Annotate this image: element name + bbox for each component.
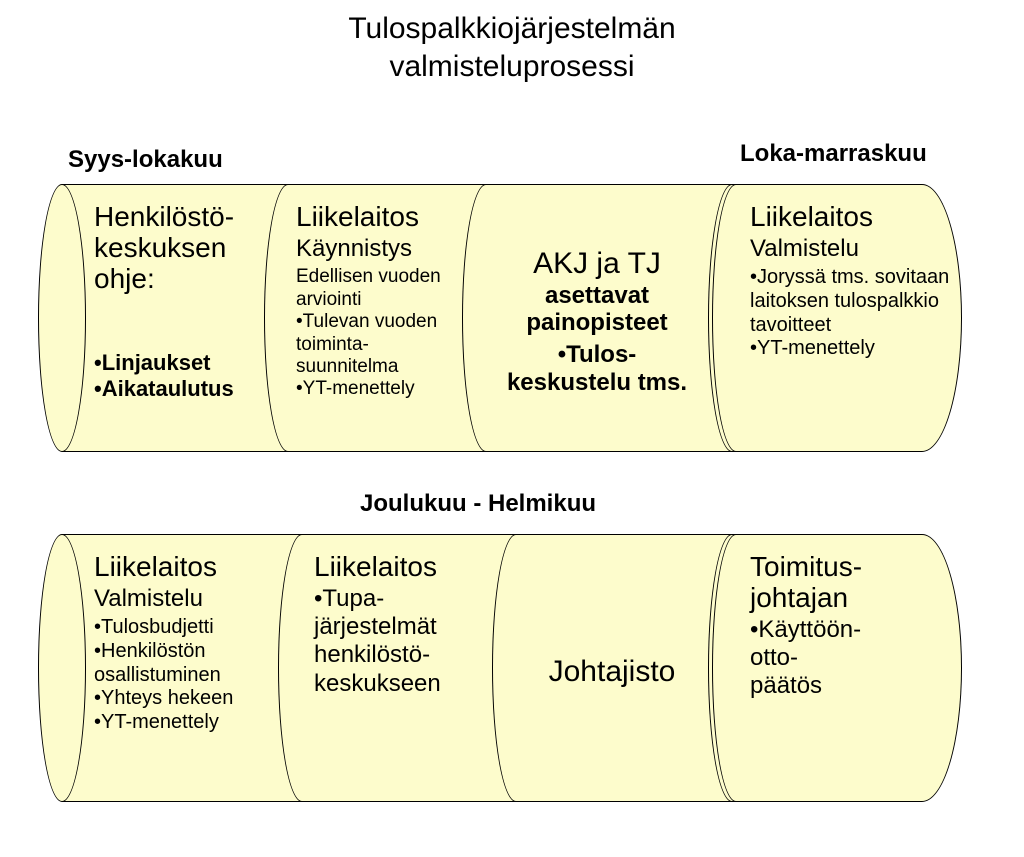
cell-body: •Tulos-keskustelu tms. (482, 341, 712, 398)
cell-body: •Tulosbudjetti•Henkilöstön osallistumine… (94, 616, 286, 734)
cell-subheading: Valmistelu (750, 235, 952, 263)
cell-heading: Liikelaitos (94, 552, 286, 583)
row1-cell-3: AKJ ja TJ asettavat painopisteet •Tulos-… (472, 184, 722, 452)
row1-cell-2: Liikelaitos Käynnistys Edellisen vuoden … (274, 184, 474, 452)
title-line-2: valmisteluprosessi (389, 50, 634, 83)
process-row-1: Henkilöstö-keskuksen ohje: •Linjaukset•A… (62, 184, 962, 452)
row2-cell-3: Johtajisto (502, 534, 722, 802)
row1-cell-4: Liikelaitos Valmistelu •Joryssä tms. sov… (728, 184, 958, 452)
period-label-3: Joulukuu - Helmikuu (360, 490, 596, 518)
row2-cell-4: Toimitus-johtajan •Käyttöön-otto-päätös (728, 534, 958, 802)
cell-body: •Linjaukset•Aikataulutus (94, 324, 276, 402)
cell-subheading: asettavat painopisteet (482, 282, 712, 337)
cell-body: Edellisen vuoden arviointi•Tulevan vuode… (296, 266, 468, 400)
cell-heading: Henkilöstö-keskuksen ohje: (94, 202, 276, 294)
cell-heading: Liikelaitos (750, 202, 952, 233)
row2-cell-1: Liikelaitos Valmistelu •Tulosbudjetti•He… (72, 534, 292, 802)
process-diagram: Tulospalkkiojärjestelmän valmisteluprose… (0, 0, 1024, 857)
cell-body: •Joryssä tms. sovitaan laitoksen tulospa… (750, 266, 952, 360)
cell-heading: Johtajisto (512, 655, 712, 688)
cell-body: •Tupa-järjestelmät henkilöstö-keskukseen (314, 585, 496, 698)
row1-cell-1: Henkilöstö-keskuksen ohje: •Linjaukset•A… (72, 184, 282, 452)
cell-heading: Liikelaitos (296, 202, 468, 233)
row2-cell-2: Liikelaitos •Tupa-järjestelmät henkilöst… (292, 534, 502, 802)
period-label-1: Syys-lokakuu (68, 146, 223, 174)
cell-heading: Toimitus-johtajan (750, 552, 952, 614)
period-label-2: Loka-marraskuu (740, 140, 927, 168)
cell-body: •Käyttöön-otto-päätös (750, 616, 952, 701)
diagram-title: Tulospalkkiojärjestelmän valmisteluprose… (0, 10, 1024, 85)
cell-subheading: Valmistelu (94, 585, 286, 613)
title-line-1: Tulospalkkiojärjestelmän (348, 12, 675, 45)
process-row-2: Liikelaitos Valmistelu •Tulosbudjetti•He… (62, 534, 962, 802)
cell-subheading: Käynnistys (296, 235, 468, 263)
cell-heading: AKJ ja TJ (482, 247, 712, 280)
cell-heading: Liikelaitos (314, 552, 496, 583)
